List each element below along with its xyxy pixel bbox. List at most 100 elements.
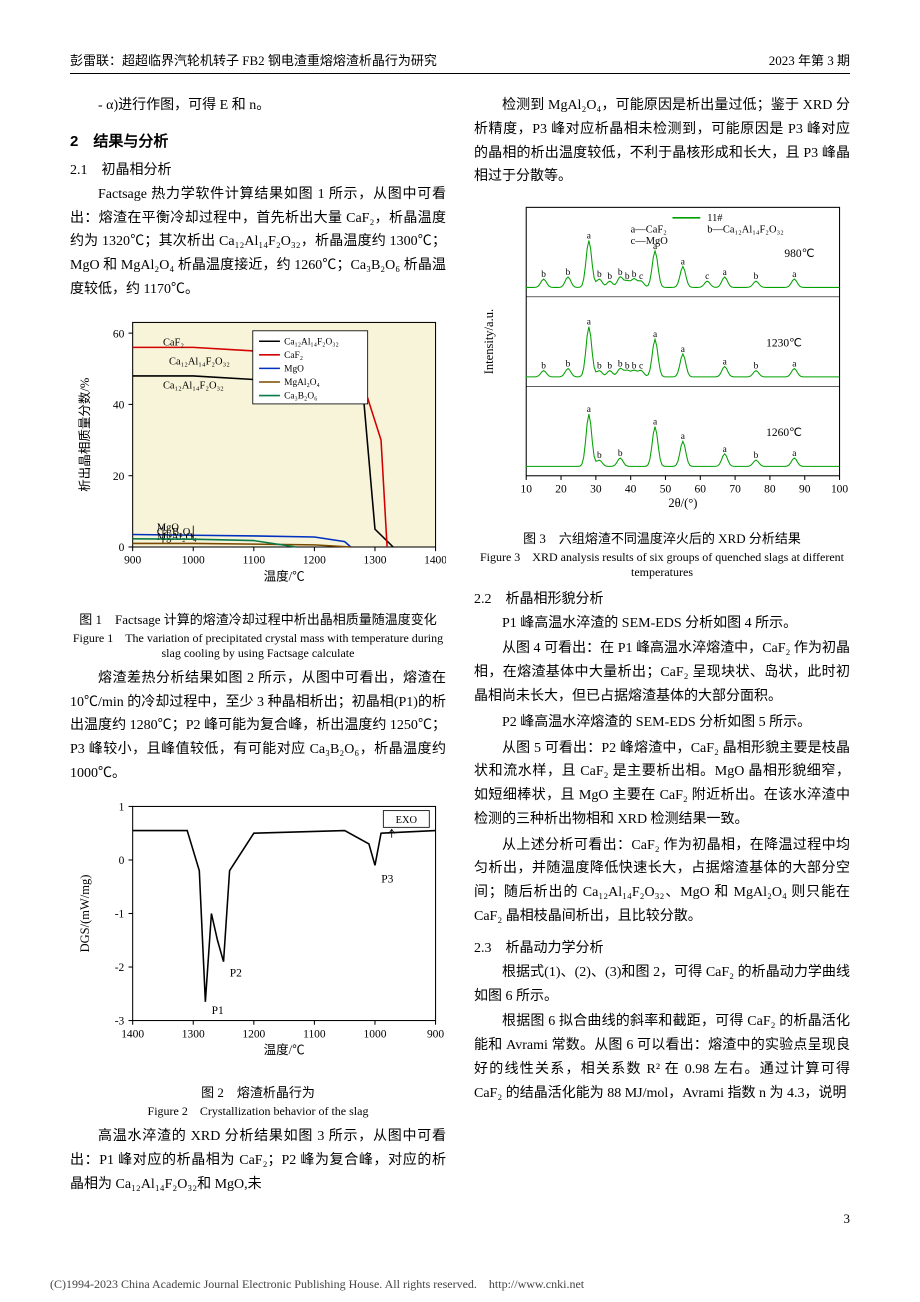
svg-text:b: b	[618, 449, 623, 459]
svg-text:c: c	[705, 272, 709, 282]
svg-text:a—CaF₂: a—CaF₂	[631, 225, 667, 236]
svg-text:b: b	[618, 268, 623, 278]
svg-text:1300: 1300	[364, 554, 387, 566]
page-number: 3	[70, 1211, 850, 1227]
svg-text:a: a	[723, 268, 728, 278]
svg-text:20: 20	[113, 471, 125, 483]
para-alpha: - α)进行作图，可得 E 和 n。	[70, 94, 446, 118]
svg-text:1000: 1000	[364, 1028, 387, 1040]
svg-text:b: b	[597, 270, 602, 280]
svg-text:a: a	[792, 270, 797, 280]
svg-text:a: a	[723, 358, 728, 368]
svg-text:40: 40	[113, 399, 125, 411]
svg-text:CaF₂: CaF₂	[163, 337, 184, 348]
svg-text:60: 60	[695, 484, 707, 496]
svg-text:11#: 11#	[707, 213, 723, 224]
svg-text:10: 10	[520, 484, 532, 496]
svg-text:1000: 1000	[182, 554, 205, 566]
svg-text:70: 70	[729, 484, 741, 496]
svg-text:b: b	[618, 360, 623, 370]
svg-text:a: a	[792, 360, 797, 370]
svg-text:1230℃: 1230℃	[766, 338, 802, 350]
para-xrd-intro: 高温水淬渣的 XRD 分析结果如图 3 所示，从图中可看出：P1 峰对应的析晶相…	[70, 1125, 446, 1196]
svg-text:P2: P2	[230, 967, 242, 979]
svg-text:30: 30	[590, 484, 602, 496]
svg-text:1: 1	[119, 801, 125, 813]
svg-text:析出晶相质量分数/%: 析出晶相质量分数/%	[78, 377, 92, 491]
right-column: 检测到 MgAl₂O₄，可能原因是析出量过低；鉴于 XRD 分析精度，P3 峰对…	[474, 94, 850, 1199]
svg-text:20: 20	[555, 484, 567, 496]
svg-text:a: a	[792, 449, 797, 459]
svg-text:温度/℃: 温度/℃	[264, 1042, 305, 1057]
svg-text:a: a	[723, 445, 728, 455]
svg-text:0: 0	[119, 542, 125, 554]
svg-text:Ca₁₂Al₁₄F₂O₃₂: Ca₁₂Al₁₄F₂O₃₂	[163, 380, 224, 391]
subsection-2-3: 2.3 析晶动力学分析	[474, 937, 850, 957]
para-kinetics-1: 根据式(1)、(2)、(3)和图 2，可得 CaF₂ 的析晶动力学曲线如图 6 …	[474, 961, 850, 1009]
svg-text:CaF₂: CaF₂	[284, 351, 303, 361]
svg-text:P3: P3	[381, 873, 393, 885]
svg-text:b: b	[541, 362, 546, 372]
subsection-2-2: 2.2 析晶相形貌分析	[474, 588, 850, 608]
svg-text:900: 900	[124, 554, 141, 566]
para-summary: 从上述分析可看出：CaF₂ 作为初晶相，在降温过程中均匀析出，并随温度降低快速长…	[474, 834, 850, 929]
figure-2-chart: 14001300120011001000900-3-2-101温度/℃DGS/(…	[70, 796, 446, 1068]
svg-text:-1: -1	[115, 908, 125, 920]
para-dsc: 熔渣差热分析结果如图 2 所示，从图中可看出，熔渣在 10℃/min 的冷却过程…	[70, 667, 446, 786]
svg-text:a: a	[587, 405, 592, 415]
svg-text:Ca₁₂Al₁₄F₂O₃₂: Ca₁₂Al₁₄F₂O₃₂	[284, 337, 339, 347]
svg-text:b: b	[625, 272, 630, 282]
para-p2-analysis: 从图 5 可看出：P2 峰熔渣中，CaF₂ 晶相形貌主要是枝晶状和流水样，且 C…	[474, 737, 850, 832]
svg-text:b: b	[597, 362, 602, 372]
para-p2-sem: P2 峰高温水淬熔渣的 SEM-EDS 分析如图 5 所示。	[474, 711, 850, 735]
svg-text:a: a	[681, 258, 686, 268]
para-kinetics-2: 根据图 6 拟合曲线的斜率和截距，可得 CaF₂ 的析晶活化能和 Avrami …	[474, 1010, 850, 1105]
figure-2-caption-cn: 图 2 熔渣析晶行为	[70, 1082, 446, 1101]
header-right: 2023 年第 3 期	[769, 50, 850, 69]
svg-text:b: b	[597, 451, 602, 461]
figure-2-caption-en: Figure 2 Crystallization behavior of the…	[70, 1102, 446, 1119]
svg-text:90: 90	[799, 484, 811, 496]
svg-text:温度/℃: 温度/℃	[264, 568, 305, 583]
svg-text:1300: 1300	[182, 1028, 205, 1040]
svg-text:a: a	[681, 432, 686, 442]
svg-text:-2: -2	[115, 962, 125, 974]
svg-text:b: b	[566, 360, 571, 370]
svg-text:b: b	[754, 362, 759, 372]
svg-text:b: b	[541, 270, 546, 280]
svg-text:DGS/(mW/mg): DGS/(mW/mg)	[78, 874, 92, 952]
svg-text:b: b	[632, 362, 637, 372]
svg-text:MgO: MgO	[284, 364, 304, 374]
svg-text:Ca₃B₂O₆: Ca₃B₂O₆	[157, 527, 194, 538]
svg-text:b: b	[607, 272, 612, 282]
svg-text:b: b	[754, 451, 759, 461]
svg-text:a: a	[653, 418, 658, 428]
para-mgal2o4: 检测到 MgAl₂O₄，可能原因是析出量过低；鉴于 XRD 分析精度，P3 峰对…	[474, 94, 850, 189]
svg-text:40: 40	[625, 484, 637, 496]
svg-text:100: 100	[831, 484, 848, 496]
svg-text:1100: 1100	[243, 554, 266, 566]
subsection-2-1: 2.1 初晶相分析	[70, 159, 446, 179]
svg-text:1200: 1200	[303, 554, 326, 566]
svg-text:-3: -3	[115, 1015, 125, 1027]
figure-3-caption-cn: 图 3 六组熔渣不同温度淬火后的 XRD 分析结果	[474, 528, 850, 547]
svg-text:Ca₃B₂O₆: Ca₃B₂O₆	[284, 391, 317, 401]
para-factsage: Factsage 热力学软件计算结果如图 1 所示，从图中可看出：熔渣在平衡冷却…	[70, 183, 446, 302]
svg-text:a: a	[587, 318, 592, 328]
svg-text:b—Ca₁₂Al₁₄F₂O₃₂: b—Ca₁₂Al₁₄F₂O₃₂	[707, 225, 784, 236]
svg-text:1260℃: 1260℃	[766, 427, 802, 439]
svg-text:b: b	[607, 362, 612, 372]
figure-1-caption-cn: 图 1 Factsage 计算的熔渣冷却过程中析出晶相质量随温度变化	[70, 609, 446, 628]
svg-text:c: c	[639, 272, 643, 282]
figure-3-caption-en: Figure 3 XRD analysis results of six gro…	[474, 548, 850, 580]
svg-text:1200: 1200	[242, 1028, 265, 1040]
svg-text:EXO: EXO	[396, 815, 418, 826]
figure-3-chart: 1020304050607080901002θ/(°)Intensity/a.u…	[474, 199, 850, 512]
svg-text:1400: 1400	[121, 1028, 144, 1040]
left-column: - α)进行作图，可得 E 和 n。 2 结果与分析 2.1 初晶相分析 Fac…	[70, 94, 446, 1199]
page-header: 彭雷联：超超临界汽轮机转子 FB2 钢电渣重熔熔渣析晶行为研究 2023 年第 …	[70, 50, 850, 74]
header-left: 彭雷联：超超临界汽轮机转子 FB2 钢电渣重熔熔渣析晶行为研究	[70, 50, 437, 69]
figure-1-chart: 900100011001200130014000204060温度/℃析出晶相质量…	[70, 312, 446, 594]
svg-text:c—MgO: c—MgO	[631, 236, 669, 247]
svg-text:Ca₁₂Al₁₄F₂O₃₂: Ca₁₂Al₁₄F₂O₃₂	[169, 356, 230, 367]
